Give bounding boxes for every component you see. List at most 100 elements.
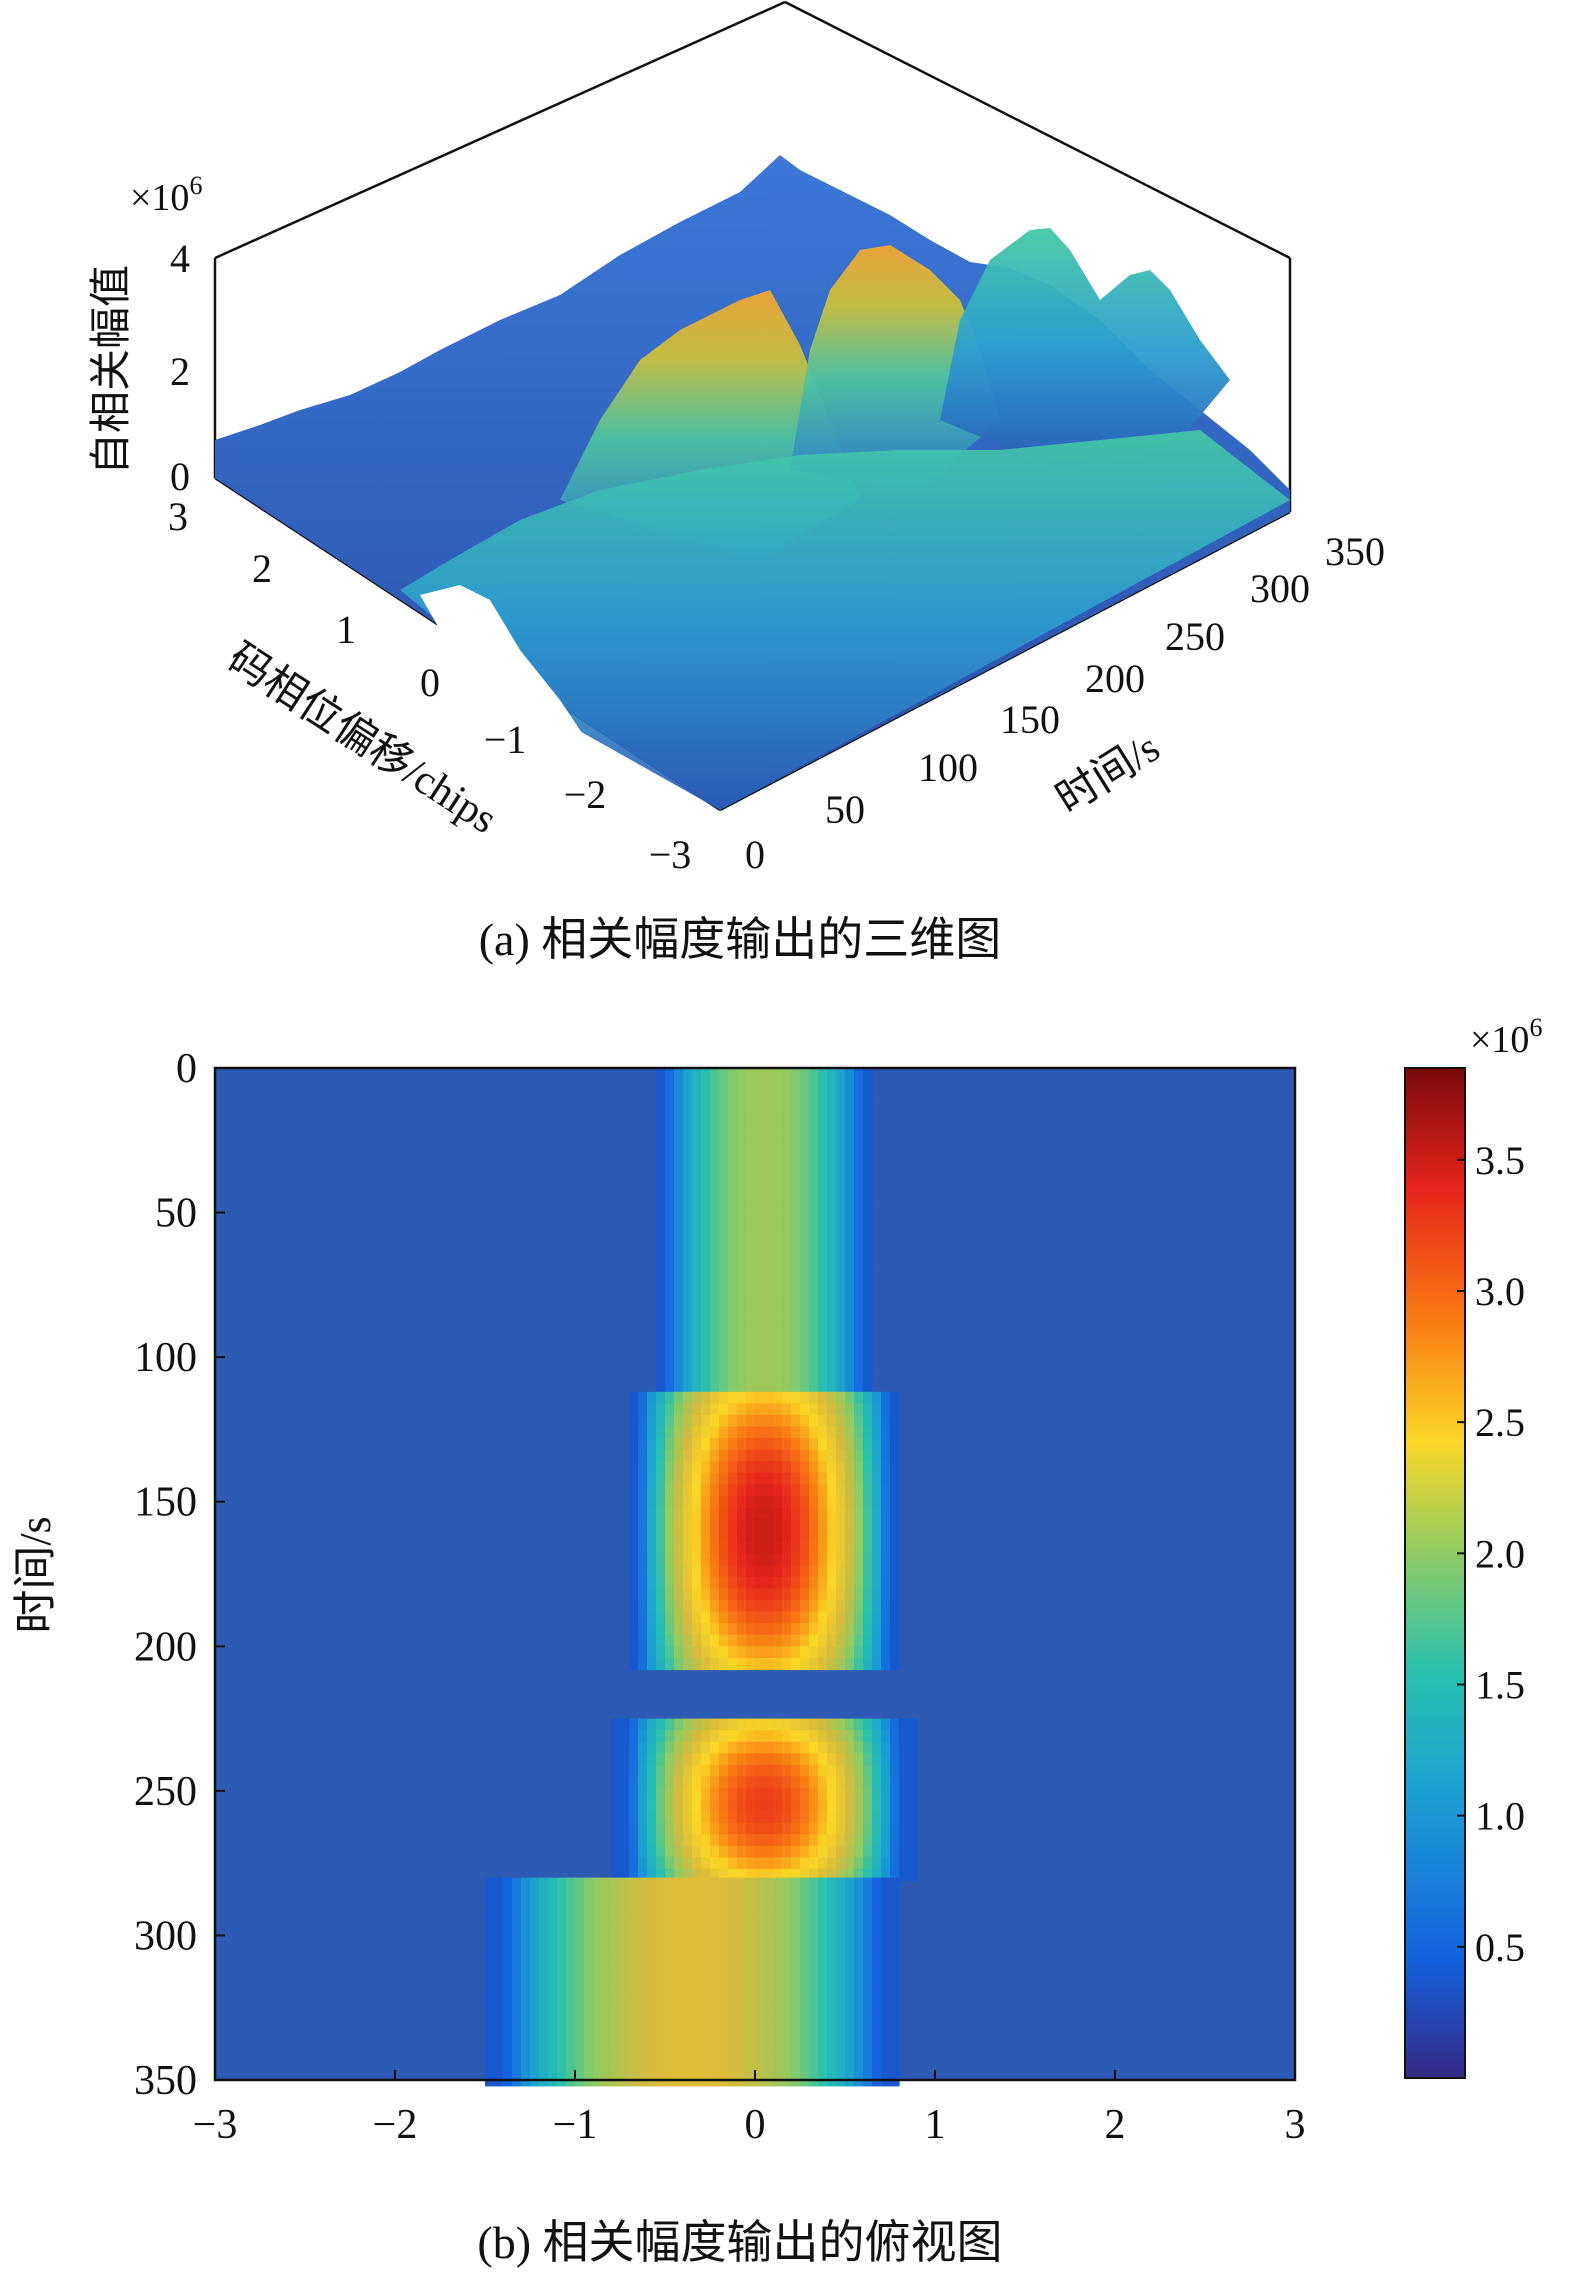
heatmap-cell — [674, 1788, 684, 1801]
heatmap-cell — [656, 1530, 666, 1543]
heatmap-cell — [566, 1947, 576, 1960]
heatmap-cell — [728, 1588, 738, 1601]
heatmap-cell — [881, 1472, 891, 1485]
heatmap-cell — [809, 1160, 819, 1173]
heatmap-cell — [827, 1125, 837, 1138]
heatmap-cell — [863, 1600, 873, 1613]
heatmap-y-tick-label: 300 — [134, 1913, 197, 1959]
heatmap-cell — [674, 1634, 684, 1647]
heatmap-cell — [818, 1091, 828, 1104]
heatmap-cell — [773, 1114, 783, 1127]
heatmap-cell — [791, 1764, 801, 1777]
heatmap-cell — [728, 1764, 738, 1777]
heatmap-cell — [755, 1623, 765, 1636]
heatmap-cell — [827, 1172, 837, 1185]
heatmap-cell — [710, 1923, 720, 1937]
heatmap-cell — [602, 1993, 612, 2006]
heatmap-cell — [800, 1299, 810, 1312]
heatmap-cell — [728, 1935, 738, 1948]
heatmap-cell — [809, 1172, 819, 1185]
heatmap-cell — [845, 1799, 855, 1812]
heatmap-cell — [665, 1461, 675, 1474]
heatmap-cell — [746, 1834, 756, 1847]
heatmap-cell — [836, 2051, 846, 2064]
heatmap-cell — [836, 1764, 846, 1777]
heatmap-cell — [827, 1438, 837, 1451]
heatmap-cell — [881, 1718, 891, 1731]
heatmap-cell — [674, 1877, 684, 1890]
heatmap-cell — [827, 1380, 837, 1393]
heatmap-cell — [809, 1276, 819, 1289]
heatmap-cell — [719, 1753, 729, 1766]
heatmap-cell — [728, 1391, 738, 1404]
heatmap-cell — [575, 2016, 585, 2029]
heatmap-cell — [827, 1507, 837, 1520]
heatmap-cell — [809, 1241, 819, 1254]
heatmap-cell — [827, 1623, 837, 1636]
heatmap-cell — [638, 1542, 648, 1555]
heatmap-cell — [692, 1195, 702, 1208]
heatmap-cell — [746, 1799, 756, 1812]
heatmap-cell — [827, 1264, 837, 1277]
heatmap-cell — [683, 1576, 693, 1590]
heatmap-cell — [683, 1172, 693, 1185]
heatmap-cell — [701, 1195, 711, 1208]
heatmap-cell — [863, 1415, 873, 1428]
heatmap-cell — [773, 2004, 783, 2017]
heatmap-cell — [791, 1183, 801, 1196]
heatmap-cell — [836, 1241, 846, 1254]
heatmap-cell — [710, 1484, 720, 1497]
heatmap-cell — [809, 1345, 819, 1358]
heatmap-cell — [773, 1125, 783, 1138]
heatmap-cell — [719, 1611, 729, 1624]
heatmap-cell — [656, 1741, 666, 1754]
heatmap-cell — [683, 1229, 693, 1243]
heatmap-cell — [800, 1091, 810, 1104]
heatmap-cell — [746, 1068, 756, 1081]
heatmap-cell — [692, 1276, 702, 1289]
heatmap-cell — [782, 1646, 792, 1659]
heatmap-cell — [674, 1449, 684, 1462]
heatmap-cell — [665, 1588, 675, 1601]
heatmap-cell — [656, 1357, 666, 1370]
heatmap-cell — [800, 1287, 810, 1300]
heatmap-cell — [728, 1519, 738, 1532]
heatmap-cell — [665, 1519, 675, 1532]
heatmap-cell — [593, 2062, 603, 2075]
heatmap-cell — [611, 1811, 621, 1824]
heatmap-cell — [665, 1788, 675, 1801]
heatmap-cell — [890, 1623, 900, 1636]
heatmap-cell — [854, 1068, 864, 1081]
heatmap-cell — [773, 1958, 783, 1971]
heatmap-cell — [863, 1993, 873, 2006]
heatmap-cell — [818, 1322, 828, 1335]
heatmap-cell — [764, 1857, 774, 1870]
heatmap-cell — [782, 1345, 792, 1358]
colorbar-multiplier-base: ×10 — [1470, 1019, 1529, 1061]
heatmap-cell — [800, 1912, 810, 1925]
heatmap-cell — [692, 2039, 702, 2052]
heatmap-cell — [863, 1403, 873, 1416]
heatmap-cell — [800, 1530, 810, 1543]
heatmap-cell — [629, 1958, 639, 1971]
heatmap-cell — [899, 1857, 909, 1870]
heatmap-cell — [818, 1287, 828, 1300]
heatmap-cell — [737, 1646, 747, 1659]
heatmap-cell — [746, 1730, 756, 1743]
heatmap-cell — [665, 1877, 675, 1890]
heatmap-cell — [710, 1868, 720, 1882]
heatmap-cell — [620, 1788, 630, 1801]
heatmap-cell — [881, 2028, 891, 2041]
heatmap-cell — [746, 1889, 756, 1902]
heatmap-cell — [755, 1542, 765, 1555]
heatmap-cell — [647, 1947, 657, 1960]
heatmap-cell — [827, 1834, 837, 1847]
heatmap-cell — [791, 1172, 801, 1185]
heatmap-cell — [692, 1993, 702, 2006]
heatmap-cell — [791, 1322, 801, 1335]
heatmap-cell — [692, 1391, 702, 1404]
heatmap-cell — [620, 2062, 630, 2075]
heatmap-cell — [701, 1900, 711, 1913]
heatmap-cell — [773, 1218, 783, 1231]
heatmap-cell — [800, 1472, 810, 1485]
